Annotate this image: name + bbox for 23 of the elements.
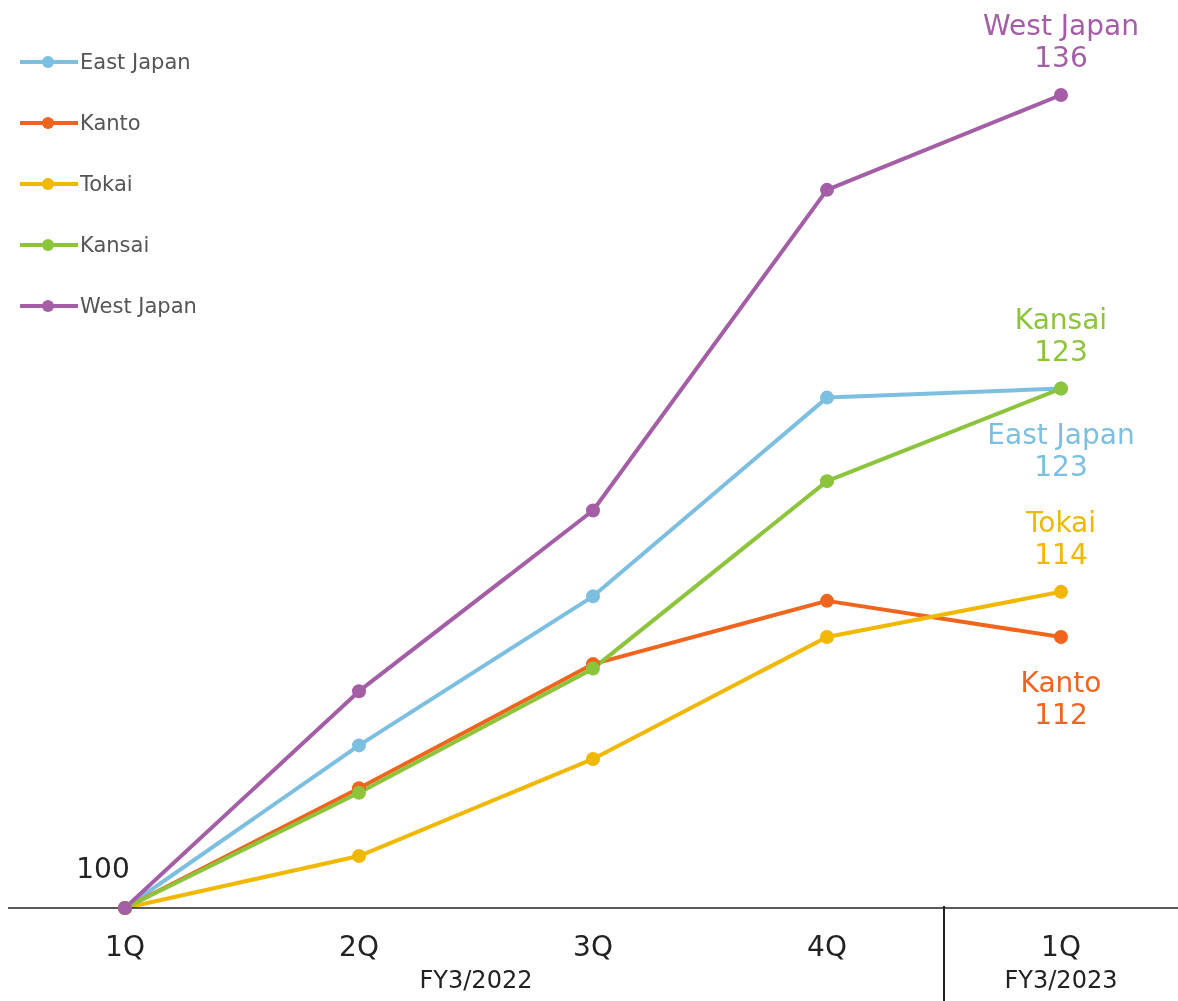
legend-label: Kansai: [80, 233, 150, 257]
data-label: 123: [1034, 334, 1088, 368]
data-label: 100: [76, 852, 130, 885]
x-tick-label: 4Q: [807, 929, 847, 963]
legend-label: Kanto: [80, 111, 141, 135]
legend-label: East Japan: [80, 50, 191, 74]
text: Tokai: [1025, 505, 1097, 539]
text: FY3/2022: [418, 966, 534, 994]
data-label: 136: [1034, 41, 1088, 74]
legend-label: West Japan: [80, 294, 197, 318]
text: Kanto: [1020, 666, 1102, 699]
x-tick-label: 1Q: [105, 929, 145, 963]
text: West Japan: [983, 9, 1139, 42]
legend-label: Tokai: [80, 172, 133, 196]
x-tick-label: 3Q: [573, 929, 613, 963]
text: Kansai: [1014, 302, 1108, 336]
data-label: 114: [1034, 537, 1088, 571]
data-label: 123: [1034, 449, 1088, 483]
x-tick-label: 2Q: [339, 929, 379, 963]
text: FY3/2023: [1003, 966, 1119, 994]
x-tick-label: 1Q: [1041, 929, 1081, 963]
data-label: 112: [1034, 698, 1088, 731]
text: East Japan: [987, 417, 1135, 451]
